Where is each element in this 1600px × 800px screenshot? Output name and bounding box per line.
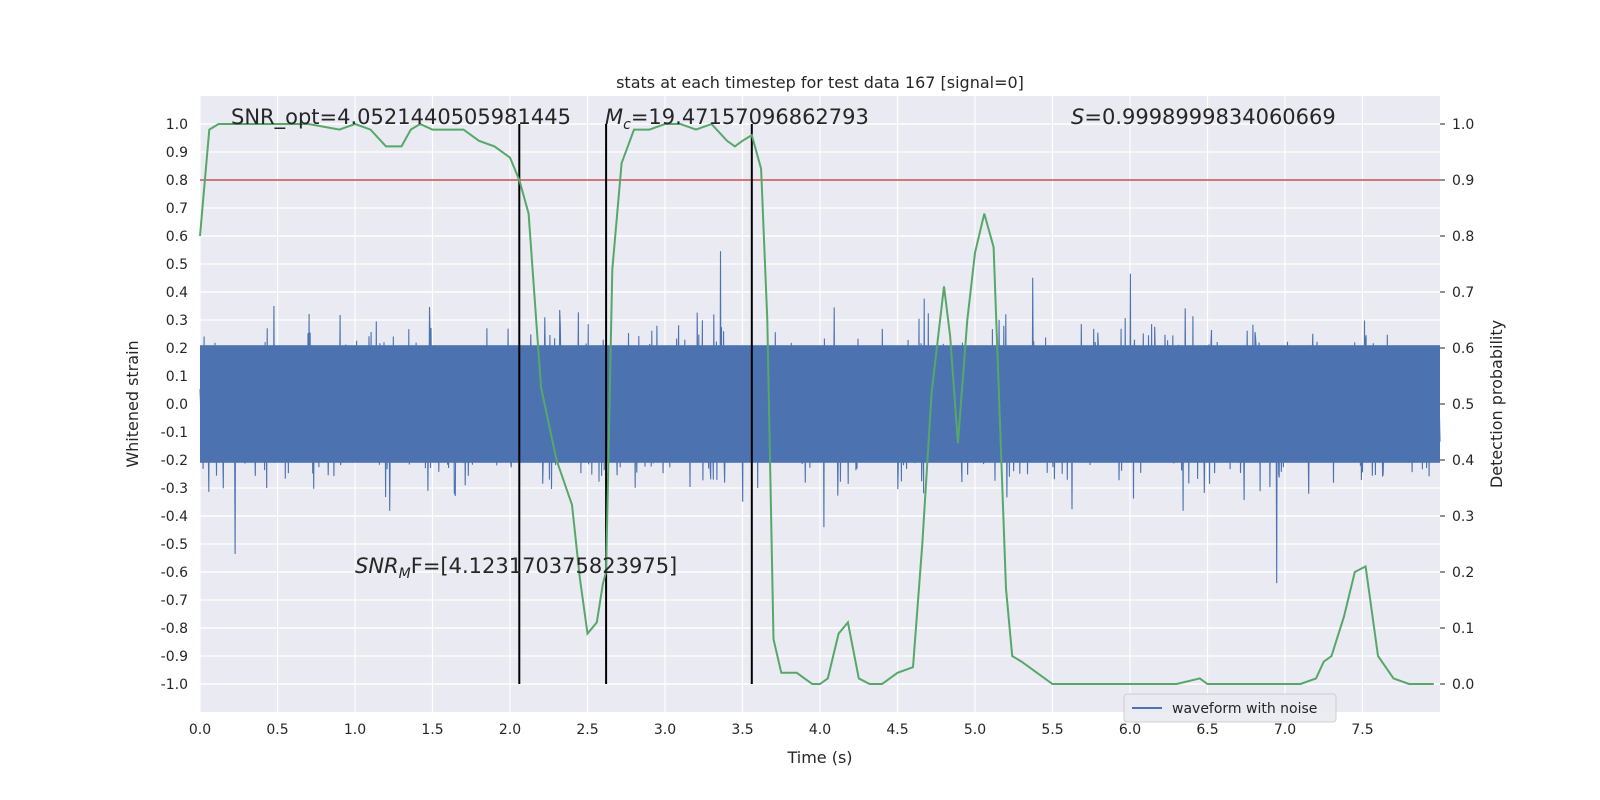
chart-title: stats at each timestep for test data 167… [616,73,1024,92]
x-axis-label: Time (s) [786,748,852,767]
y-tick-label: -0.4 [161,509,188,525]
y-tick-label: 0.7 [166,201,188,217]
x-tick-label: 7.5 [1351,722,1373,738]
legend: waveform with noise [1123,693,1337,723]
x-tick-label: 6.0 [1119,722,1141,738]
waveform-series [199,251,1441,584]
annotation-s-symbol: S [1071,105,1084,129]
x-tick-label: 4.0 [809,722,831,738]
annotation-snr-mf-symbol: SNR [355,554,399,578]
waveform-core [200,345,1440,463]
overlays [199,122,1440,685]
y2-tick-label: 0.3 [1452,509,1474,525]
x-tick-label: 1.0 [344,722,366,738]
legend-label: waveform with noise [1172,701,1317,717]
x-tick-label: 3.0 [654,722,676,738]
y-tick-label: -0.8 [161,621,188,637]
y-tick-label: 0.6 [166,229,188,245]
x-tick-label: 5.0 [964,722,986,738]
y-tick-label: -0.9 [161,649,188,665]
x-tick-label: 0.0 [189,722,211,738]
x-tick-label: 6.5 [1196,722,1218,738]
y-tick-label: 0.1 [166,369,188,385]
y-tick-label: 0.2 [166,341,188,357]
probability-line [199,122,1434,685]
legend-box [1123,693,1337,723]
annotation-snr-opt: SNR_opt=4.0521440505981445 [231,105,571,130]
y-tick-label: 0.0 [166,397,188,413]
x-tick-label: 4.5 [886,722,908,738]
y2-tick-label: 0.5 [1452,397,1474,413]
annotation-snr-mf-sub: M [399,566,411,582]
y-tick-label: -0.5 [161,537,188,553]
y-tick-label: 0.3 [166,313,188,329]
y-tick-label: 0.8 [166,173,188,189]
y-tick-label: -1.0 [161,677,188,693]
annotation-snr-mf: SNRMF=[4.123170375823975] [355,554,677,582]
y-tick-label: -0.6 [161,565,188,581]
annotation-snr-mf-value: F=[4.123170375823975] [411,554,678,578]
y2-tick-label: 0.0 [1452,677,1474,693]
y2-tick-label: 0.7 [1452,285,1474,301]
y-tick-label: 1.0 [166,117,188,133]
x-tick-label: 2.0 [499,722,521,738]
y2-tick-label: 0.9 [1452,173,1474,189]
y2-tick-label: 0.4 [1452,453,1474,469]
y-tick-label: 0.5 [166,257,188,273]
y2-axis-label: Detection probability [1487,320,1506,488]
y2-tick-label: 1.0 [1452,117,1474,133]
x-tick-label: 1.5 [421,722,443,738]
y-tick-label: -0.1 [161,425,188,441]
annotation-mc-value: =19.47157096862793 [631,105,869,129]
x-tick-label: 3.5 [731,722,753,738]
annotation-mc-sub: c [623,117,631,133]
annotation-s: S=0.9998999834060669 [1071,105,1336,129]
y2-tick-label: 0.6 [1452,341,1474,357]
ticks: 0.0 0.5 1.0 1.5 2.0 2.5 3.0 3.5 4.0 4.5 5.0 5.5 6.0 6… [161,117,1475,738]
y-tick-label: -0.3 [161,481,188,497]
y2-tick-label: 0.2 [1452,565,1474,581]
y-tick-label: -0.2 [161,453,188,469]
y-tick-label: 0.9 [166,145,188,161]
x-tick-label: 2.5 [576,722,598,738]
annotation-mc: Mc=19.47157096862793 [605,105,869,133]
y-axis-label: Whitened strain [123,340,142,467]
y2-tick-label: 0.8 [1452,229,1474,245]
y2-tick-label: 0.1 [1452,621,1474,637]
x-tick-label: 7.0 [1274,722,1296,738]
y-tick-label: -0.7 [161,593,188,609]
annotation-mc-symbol: M [605,105,623,129]
x-tick-label: 0.5 [266,722,288,738]
annotation-s-value: =0.9998999834060669 [1084,105,1335,129]
x-tick-label: 5.5 [1041,722,1063,738]
y-tick-label: 0.4 [166,285,188,301]
